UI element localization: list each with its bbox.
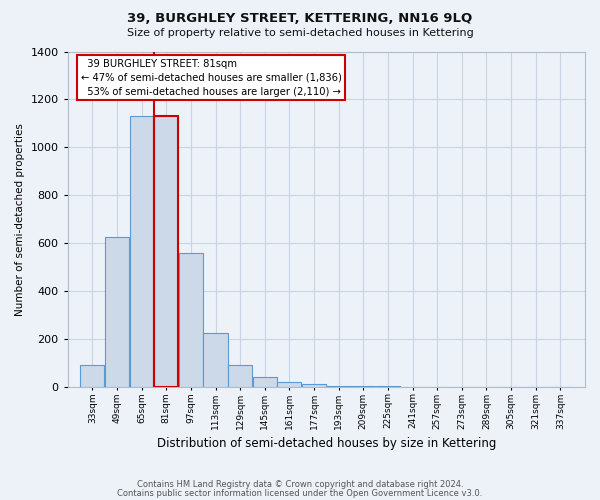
Text: Size of property relative to semi-detached houses in Kettering: Size of property relative to semi-detach… [127,28,473,38]
X-axis label: Distribution of semi-detached houses by size in Kettering: Distribution of semi-detached houses by … [157,437,496,450]
Text: 39 BURGHLEY STREET: 81sqm
← 47% of semi-detached houses are smaller (1,836)
  53: 39 BURGHLEY STREET: 81sqm ← 47% of semi-… [81,58,341,96]
Bar [277,382,301,386]
Bar [203,333,227,386]
Bar [302,384,326,386]
Bar [154,116,178,386]
Text: 39, BURGHLEY STREET, KETTERING, NN16 9LQ: 39, BURGHLEY STREET, KETTERING, NN16 9LQ [127,12,473,26]
Bar [179,252,203,386]
Text: Contains public sector information licensed under the Open Government Licence v3: Contains public sector information licen… [118,490,482,498]
Text: Contains HM Land Registry data © Crown copyright and database right 2024.: Contains HM Land Registry data © Crown c… [137,480,463,489]
Bar [130,116,154,386]
Bar [228,365,252,386]
Bar [253,377,277,386]
Bar [80,365,104,386]
Bar [105,237,129,386]
Y-axis label: Number of semi-detached properties: Number of semi-detached properties [15,122,25,316]
Bar [154,116,178,386]
